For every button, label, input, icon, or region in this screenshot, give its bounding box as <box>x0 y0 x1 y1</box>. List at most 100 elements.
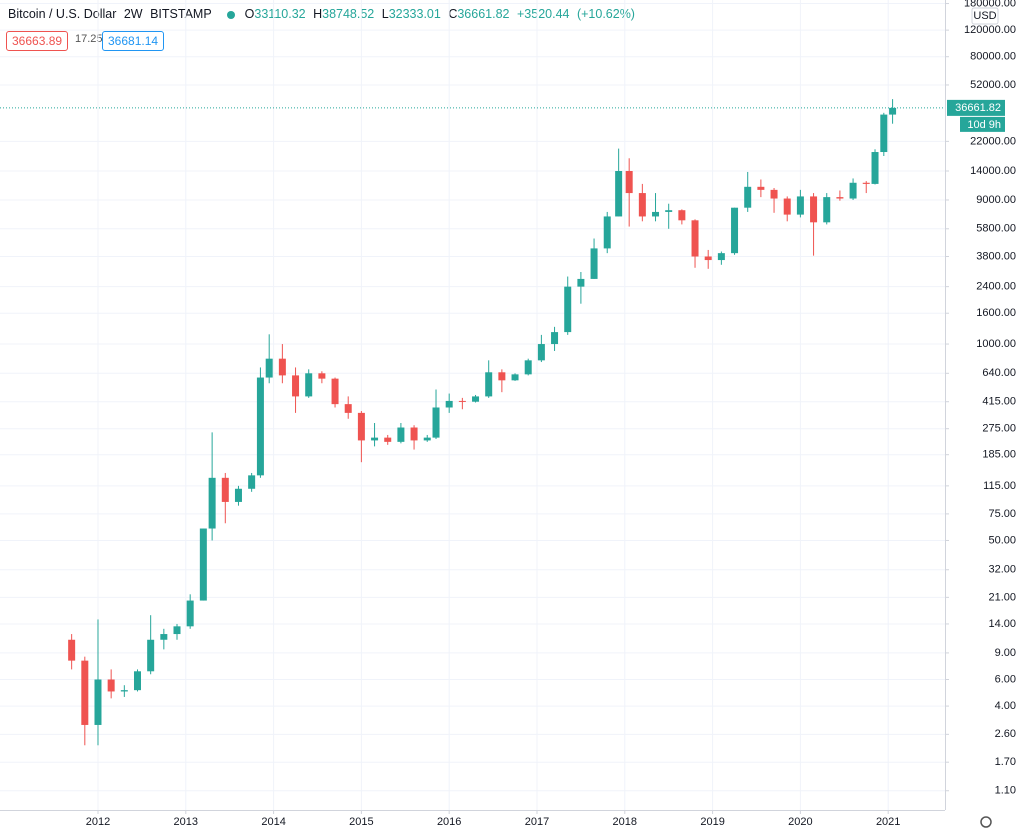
candle-body <box>564 286 572 333</box>
y-tick-label: 75.00 <box>988 508 1016 520</box>
y-tick-label: 1000.00 <box>976 338 1016 350</box>
l-label: L <box>381 7 389 21</box>
candle-body <box>638 193 646 217</box>
y-tick-label: 32.00 <box>988 564 1016 576</box>
y-tick-label: 9.00 <box>995 647 1016 659</box>
candle-body <box>256 377 264 476</box>
candle-body <box>537 344 545 361</box>
candle-body <box>344 404 352 413</box>
candle-body <box>278 358 286 376</box>
settings-button[interactable] <box>980 816 992 828</box>
y-tick-label: 52000.00 <box>970 79 1016 91</box>
open: 33110.32 <box>254 7 306 21</box>
candle-body <box>432 407 440 438</box>
candle-body <box>160 634 168 640</box>
candle-body <box>248 475 256 489</box>
y-tick-label: 6.00 <box>995 673 1016 685</box>
y-tick-label: 115.00 <box>983 480 1016 492</box>
candle-body <box>770 189 778 199</box>
candle-body <box>458 400 466 402</box>
last-price-box <box>947 99 1005 116</box>
candle-body <box>68 639 76 661</box>
candle-body <box>498 372 506 381</box>
y-tick-label: 80000.00 <box>970 51 1016 63</box>
candle-body <box>810 196 818 223</box>
candle-body <box>371 437 379 441</box>
legend: Bitcoin / U.S. Dollar 2W BITSTAMP O33110… <box>8 7 639 21</box>
countdown: 10d 9h <box>967 119 1001 131</box>
candle-body <box>717 253 725 261</box>
y-tick-label: 275.00 <box>982 423 1016 435</box>
candle-body <box>397 427 405 442</box>
candle-body <box>384 437 392 442</box>
candle-body <box>305 373 313 397</box>
x-tick-label: 2014 <box>261 816 285 828</box>
candle-body <box>173 626 181 635</box>
y-tick-label: 14000.00 <box>970 165 1016 177</box>
candle-body <box>107 679 115 692</box>
candle-body <box>524 360 532 375</box>
candle-body <box>81 660 89 725</box>
x-tick-label: 2021 <box>876 816 900 828</box>
candle-body <box>757 186 765 190</box>
candle-body <box>796 196 804 215</box>
candle-body <box>120 690 128 692</box>
candle-body <box>94 679 102 725</box>
y-tick-label: 120000.00 <box>964 24 1016 36</box>
change: +3520.44 <box>516 7 570 21</box>
buy-button[interactable]: 36681.14 <box>102 31 165 51</box>
candle-body <box>652 211 660 217</box>
y-tick-label: 3800.00 <box>976 250 1016 262</box>
candle-body <box>889 107 897 115</box>
y-tick-label: 415.00 <box>982 396 1016 408</box>
candle-body <box>625 171 633 194</box>
currency-box <box>971 7 999 25</box>
candle-body <box>871 152 879 184</box>
interval: 2W <box>123 7 143 21</box>
h-label: H <box>313 7 323 21</box>
status-dot <box>227 10 236 19</box>
sell-button[interactable]: 36663.89 <box>6 31 69 51</box>
candle-body <box>590 248 598 279</box>
candle-body <box>445 400 453 408</box>
candle-body <box>186 600 194 627</box>
candle-body <box>691 220 699 257</box>
candle-body <box>704 256 712 261</box>
candle-body <box>615 171 623 217</box>
close: 36661.82 <box>457 7 510 21</box>
candle-body <box>410 427 418 441</box>
candle-body <box>147 639 155 672</box>
candle-body <box>133 671 141 691</box>
candle-body <box>577 278 585 287</box>
y-tick-label: 1.10 <box>995 785 1016 797</box>
candle-body <box>208 477 216 529</box>
candle-body <box>880 114 888 153</box>
candle-body <box>603 216 611 249</box>
y-tick-label: 50.00 <box>988 534 1016 546</box>
candle-body <box>836 197 844 199</box>
y-tick-label: 640.00 <box>982 367 1016 379</box>
candle-body <box>472 396 480 402</box>
countdown-box <box>960 116 1005 132</box>
change-pct: (+10.62%) <box>576 7 635 21</box>
candle-body <box>318 373 326 379</box>
candle-body <box>665 210 673 212</box>
x-tick-label: 2018 <box>613 816 637 828</box>
candle-body <box>511 374 519 381</box>
x-tick-label: 2012 <box>86 816 110 828</box>
x-tick-label: 2017 <box>525 816 549 828</box>
y-tick-label: 185.00 <box>982 449 1016 461</box>
grid <box>0 0 945 810</box>
y-tick-label: 1600.00 <box>976 307 1016 319</box>
candle-body <box>265 358 273 378</box>
y-tick-label: 22000.00 <box>970 135 1016 147</box>
y-tick-label: 14.00 <box>988 618 1016 630</box>
y-tick-label: 21.00 <box>988 591 1016 603</box>
candle-body <box>731 207 739 254</box>
exchange: BITSTAMP <box>150 7 212 21</box>
o-label: O <box>244 7 255 21</box>
y-tick-label: 4.00 <box>995 700 1016 712</box>
candle-body <box>783 198 791 215</box>
candle-body <box>849 182 857 199</box>
y-tick-label: 180000.00 <box>964 0 1016 9</box>
